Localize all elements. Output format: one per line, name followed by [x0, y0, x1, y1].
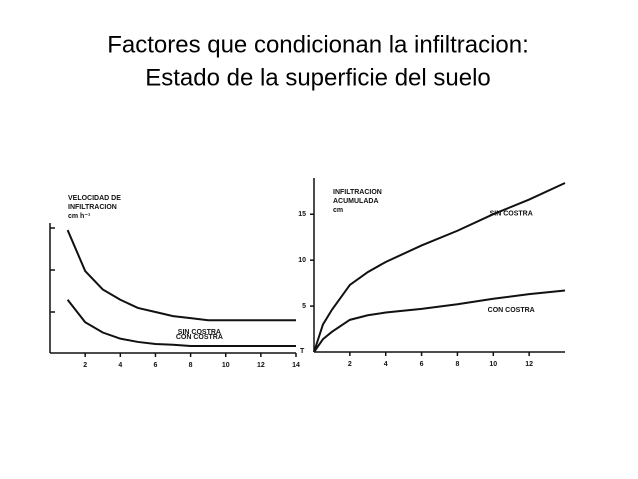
y-axis-label: INFILTRACION [68, 204, 117, 211]
x-tick-label: 12 [257, 362, 265, 369]
x-axis-label: T [300, 348, 305, 355]
x-tick-label: 4 [118, 362, 122, 369]
series-line [66, 229, 296, 322]
series-label: SIN COSTRA [490, 210, 533, 217]
x-tick-label: 6 [420, 361, 424, 368]
x-tick-label: 2 [83, 362, 87, 369]
x-tick-label: 10 [489, 361, 497, 368]
x-tick-label: 14 [292, 362, 300, 369]
y-tick-label: 5 [302, 303, 306, 310]
x-tick-label: 2 [348, 361, 352, 368]
x-tick-label: 6 [154, 362, 158, 369]
series-line [66, 299, 296, 348]
x-tick-label: 8 [455, 361, 459, 368]
y-axis-label: VELOCIDAD DE [68, 195, 121, 202]
series-line [313, 289, 566, 353]
y-axis-label: INFILTRACION [333, 189, 382, 196]
series-label: CON COSTRA [176, 334, 223, 341]
y-axis-label: ACUMULADA [333, 198, 379, 205]
slide-title: Factores que condicionan la infiltracion… [107, 31, 529, 58]
x-tick-label: 8 [189, 362, 193, 369]
x-tick-label: 12 [525, 361, 533, 368]
y-axis-label: cm [333, 207, 343, 214]
y-tick-label: 15 [298, 211, 306, 218]
series-label: CON COSTRA [488, 307, 535, 314]
y-tick-label: 10 [298, 257, 306, 264]
x-tick-label: 4 [384, 361, 388, 368]
x-tick-label: 10 [222, 362, 230, 369]
series-line [313, 182, 566, 353]
slide-subtitle: Estado de la superficie del suelo [145, 64, 491, 91]
series-label: SIN COSTRA [178, 329, 221, 336]
y-axis-label: cm h⁻¹ [68, 213, 91, 220]
